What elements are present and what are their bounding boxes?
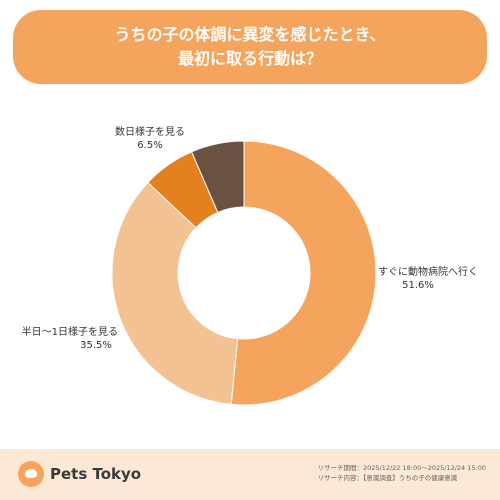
title-banner: うちの子の体調に異変を感じたとき、 最初に取る行動は？: [13, 10, 487, 84]
research-period: リサーチ期間：2025/12/22 18:00～2025/12/24 15:00: [317, 464, 486, 472]
slice-value-label: 6.5%: [137, 140, 162, 151]
chart-slices: [111, 140, 377, 406]
donut-slice: [230, 140, 377, 406]
research-info: リサーチ期間：2025/12/22 18:00～2025/12/24 15:00…: [317, 463, 486, 483]
footer: Pets Tokyo リサーチ期間：2025/12/22 18:00～2025/…: [0, 449, 500, 500]
donut-slice: [190, 140, 245, 214]
donut-chart: すぐに動物病院へ行く 51.6% 半日〜1日様子を見る 35.5% 数日様子を見る 6.5…: [22, 125, 478, 406]
logo: Pets Tokyo: [18, 461, 141, 487]
chart-labels: すぐに動物病院へ行く 51.6% 半日〜1日様子を見る 35.5% 数日様子を見る 6.5…: [22, 125, 478, 351]
slice-value-label: 51.6%: [402, 280, 434, 291]
logo-text: Pets Tokyo: [50, 465, 142, 483]
research-content: リサーチ内容：【意識調査】うちの子の健康意識: [317, 474, 458, 482]
title-line-1: うちの子の体調に異変を感じたとき、: [114, 25, 386, 44]
slice-value-label: 35.5%: [80, 340, 112, 351]
slice-category-label: 半日〜1日様子を見る: [22, 325, 118, 338]
title-line-2: 最初に取る行動は？: [177, 49, 322, 68]
donut-slice: [111, 181, 239, 405]
slice-category-label: 数日様子を見る: [115, 125, 185, 138]
paw-icon: [18, 461, 44, 487]
slice-category-label: すぐに動物病院へ行く: [378, 265, 478, 278]
